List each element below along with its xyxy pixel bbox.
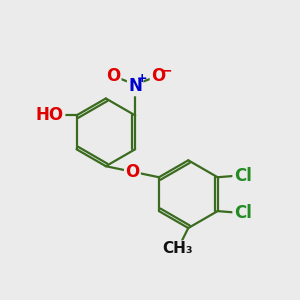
Text: Cl: Cl [234, 204, 252, 222]
Text: O: O [151, 67, 165, 85]
Text: +: + [136, 72, 147, 85]
Text: HO: HO [36, 106, 64, 124]
Text: CH₃: CH₃ [163, 241, 193, 256]
Text: O: O [106, 67, 120, 85]
Text: O: O [125, 163, 140, 181]
Text: −: − [160, 63, 172, 77]
Text: N: N [128, 77, 142, 95]
Text: Cl: Cl [234, 167, 252, 185]
